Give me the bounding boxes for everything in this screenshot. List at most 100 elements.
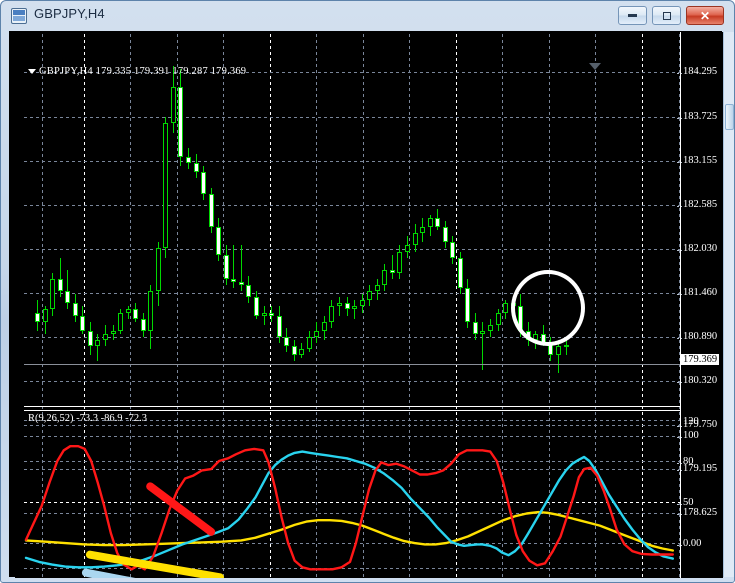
candlestick bbox=[95, 34, 101, 406]
grid-hline bbox=[24, 469, 680, 470]
candlestick bbox=[110, 34, 116, 406]
candlestick bbox=[480, 34, 486, 406]
candle-wick bbox=[482, 321, 484, 371]
price-axis-label: 180.890 bbox=[677, 331, 717, 342]
axis-tick bbox=[677, 338, 682, 339]
candle-body bbox=[321, 321, 327, 331]
price-axis-label: 182.030 bbox=[677, 243, 717, 254]
candlestick bbox=[306, 34, 312, 406]
price-axis-label: 183.155 bbox=[677, 155, 717, 166]
maximize-icon bbox=[653, 7, 680, 24]
candle-body bbox=[404, 245, 410, 252]
candle-body bbox=[50, 278, 56, 310]
candle-body bbox=[488, 324, 493, 331]
indicator-grid-hline bbox=[24, 436, 680, 437]
candle-wick bbox=[127, 306, 129, 319]
candlestick bbox=[495, 34, 501, 406]
candle-wick bbox=[240, 245, 242, 292]
chart-window-icon bbox=[11, 8, 27, 24]
grid-vline bbox=[642, 34, 643, 578]
candle-body bbox=[95, 339, 101, 347]
window-titlebar[interactable]: GBPJPY,H4 ✕ bbox=[1, 1, 735, 31]
candlestick bbox=[427, 34, 433, 406]
candle-body bbox=[65, 291, 71, 304]
candle-body bbox=[435, 218, 441, 228]
candle-body bbox=[284, 336, 290, 347]
candle-body bbox=[555, 346, 561, 356]
maximize-button[interactable] bbox=[652, 6, 681, 25]
candlestick bbox=[540, 34, 546, 406]
chart-symbol-text: GBPJPY,H4 179.335 179.391 179.287 179.36… bbox=[39, 66, 247, 77]
candle-body bbox=[231, 278, 237, 283]
grid-vline bbox=[456, 34, 457, 578]
price-axis-label: 178.625 bbox=[677, 507, 717, 518]
grid-hline bbox=[24, 381, 680, 382]
indicator-label: R(9,26,52) -73.3 -86.9 -72.3 bbox=[28, 413, 147, 424]
grid-vline bbox=[42, 34, 43, 578]
current-price-badge: 179.369 bbox=[681, 354, 720, 365]
candle-body bbox=[170, 86, 176, 124]
candle-body bbox=[299, 349, 305, 356]
candlestick bbox=[193, 34, 199, 406]
grid-vline bbox=[595, 34, 596, 578]
candle-body bbox=[223, 254, 229, 279]
axis-tick bbox=[677, 504, 682, 505]
vertical-scrollbar[interactable] bbox=[723, 32, 734, 577]
indicator-axis-label: 50 bbox=[677, 497, 694, 508]
candle-wick bbox=[233, 245, 235, 289]
candle-body bbox=[397, 251, 403, 273]
minimize-button[interactable] bbox=[618, 6, 647, 25]
candle-body bbox=[261, 312, 267, 316]
grid-vline bbox=[679, 34, 680, 578]
candle-wick bbox=[67, 269, 69, 310]
axis-tick bbox=[677, 437, 682, 438]
indicator-axis-label: 100 bbox=[677, 430, 699, 441]
candlestick bbox=[404, 34, 410, 406]
candlestick bbox=[442, 34, 448, 406]
axis-tick bbox=[677, 470, 682, 471]
candle-body bbox=[337, 303, 342, 307]
candlestick bbox=[412, 34, 418, 406]
grid-vline bbox=[130, 34, 131, 578]
scrollbar-thumb[interactable] bbox=[725, 104, 734, 130]
candle-body bbox=[291, 346, 297, 356]
indicator-axis-label: 0.00 bbox=[677, 538, 701, 549]
candle-body bbox=[125, 309, 131, 313]
candle-wick bbox=[391, 254, 393, 279]
price-axis-label: 183.725 bbox=[677, 111, 717, 122]
candlestick bbox=[488, 34, 493, 406]
price-axis-label: 179.195 bbox=[677, 463, 717, 474]
indicator-grid-hline bbox=[24, 461, 680, 462]
grid-hline bbox=[24, 161, 680, 162]
candlestick bbox=[140, 34, 146, 406]
grid-vline bbox=[270, 34, 271, 578]
candlestick bbox=[80, 34, 86, 406]
close-button[interactable]: ✕ bbox=[686, 6, 724, 25]
candle-body bbox=[382, 269, 388, 286]
chart-canvas[interactable]: 184.295 183.725 183.155 182.585 182.030 181.4… bbox=[9, 31, 723, 578]
candlestick bbox=[223, 34, 229, 406]
candlestick bbox=[57, 34, 63, 406]
candlestick bbox=[518, 34, 524, 406]
indicator-subwindow[interactable] bbox=[24, 412, 680, 578]
candle-body bbox=[495, 312, 501, 325]
candlestick bbox=[125, 34, 131, 406]
panel-separator-top bbox=[24, 406, 680, 407]
oscillator-lines bbox=[24, 445, 674, 571]
candlestick bbox=[291, 34, 297, 406]
candlestick bbox=[246, 34, 252, 406]
candle-body bbox=[72, 303, 78, 316]
chart-dropdown-icon[interactable] bbox=[28, 69, 36, 75]
candle-body bbox=[148, 291, 154, 331]
candlestick bbox=[178, 34, 184, 406]
axis-tick bbox=[677, 463, 682, 464]
candle-body bbox=[269, 312, 275, 316]
minimize-icon bbox=[619, 7, 646, 24]
price-plot-area[interactable] bbox=[24, 34, 680, 406]
collapse-triangle-icon[interactable] bbox=[589, 63, 601, 70]
candlestick bbox=[510, 34, 516, 406]
candlestick bbox=[389, 34, 395, 406]
candlestick bbox=[133, 34, 139, 406]
grid-hline bbox=[24, 249, 680, 250]
grid-vline bbox=[409, 34, 410, 578]
